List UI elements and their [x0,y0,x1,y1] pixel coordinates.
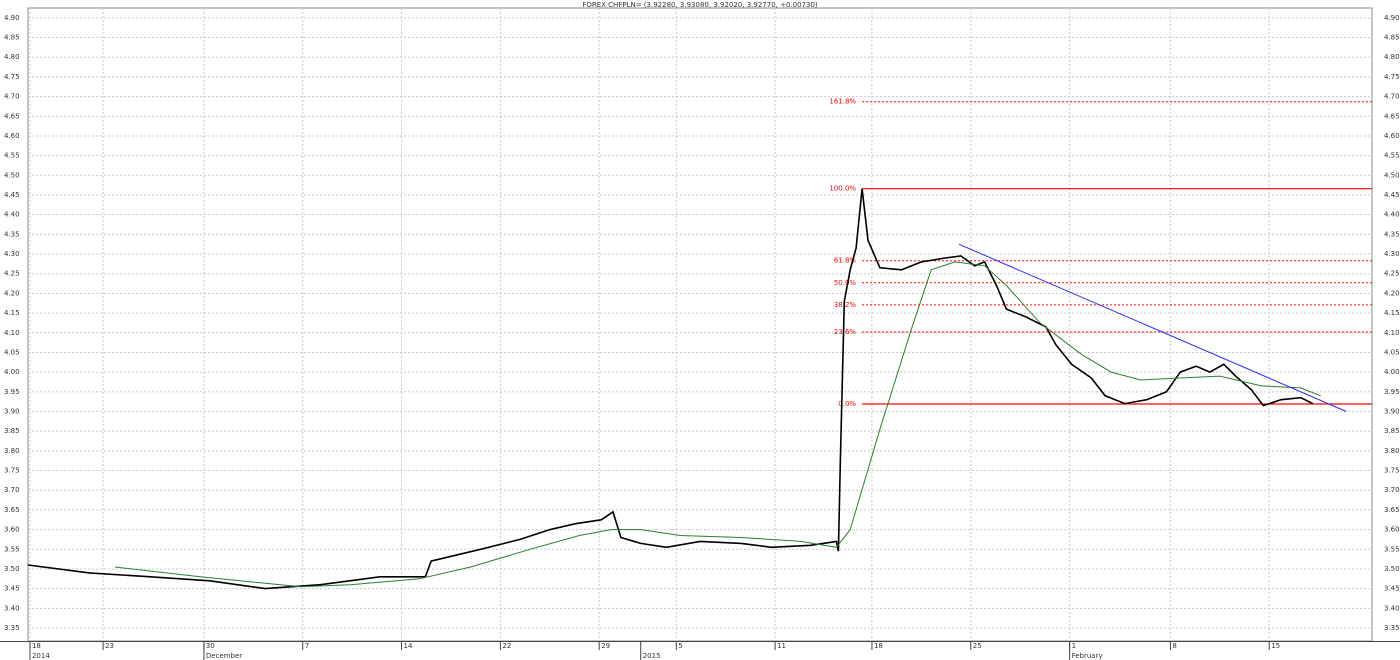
y-tick-label-right: 3.50 [1384,565,1400,573]
series-line [27,188,1314,590]
y-tick-label-right: 4.55 [1384,152,1400,160]
y-tick-label-right: 3.55 [1384,545,1400,553]
y-tick-label: 3.55 [4,545,20,553]
y-tick-label-right: 4.00 [1384,368,1400,376]
y-tick-label: 3.35 [4,624,20,632]
y-tick-label-right: 3.35 [1384,624,1400,632]
fib-label: 161.8% [829,98,856,106]
y-tick-label: 4.30 [4,250,20,258]
y-tick-label-right: 3.45 [1384,585,1400,593]
y-tick-label: 4.20 [4,289,20,297]
y-tick-label: 4.25 [4,270,20,278]
y-tick-label: 3.50 [4,565,20,573]
y-tick-label-right: 4.75 [1384,73,1400,81]
y-tick-label: 4.55 [4,152,20,160]
plot-frame [27,7,1373,642]
y-tick-label: 4.65 [4,112,20,120]
y-tick-label-right: 4.15 [1384,309,1400,317]
y-tick-label: 4.75 [4,73,20,81]
y-tick-label-right: 4.10 [1384,329,1400,337]
y-tick-label-right: 4.20 [1384,289,1400,297]
y-tick-label: 3.80 [4,447,20,455]
series-line [114,261,1321,588]
x-tick-label: 14 [404,642,413,650]
y-tick-label-right: 4.25 [1384,270,1400,278]
y-tick-label-right: 4.70 [1384,93,1400,101]
y-tick-label-right: 4.60 [1384,132,1400,140]
y-tick-label-right: 3.40 [1384,604,1400,612]
y-tick-label: 4.90 [4,14,20,22]
fib-label: 50.0% [834,279,857,287]
x-tick-label: 18 [874,642,883,650]
series-line [958,243,1347,412]
x-tick-label: 1 [1072,642,1076,650]
y-tick-label: 4.10 [4,329,20,337]
y-tick-label-right: 4.40 [1384,211,1400,219]
y-tick-label: 4.15 [4,309,20,317]
x-major-label: February [1072,652,1103,660]
y-tick-label: 4.40 [4,211,20,219]
fib-label: 23.6% [834,328,857,336]
y-tick-label-right: 3.90 [1384,407,1400,415]
y-tick-label-right: 4.80 [1384,53,1400,61]
y-tick-label-right: 3.95 [1384,388,1400,396]
x-tick-label: 30 [206,642,215,650]
x-tick-label: 18 [32,642,41,650]
y-tick-label: 3.40 [4,604,20,612]
x-tick-label: 29 [601,642,610,650]
y-tick-label: 4.45 [4,191,20,199]
y-tick-label: 4.60 [4,132,20,140]
x-tick-label: 8 [1172,642,1176,650]
x-tick-label: 25 [973,642,982,650]
y-tick-label: 3.45 [4,585,20,593]
x-tick-label: 5 [678,642,682,650]
y-tick-label: 4.70 [4,93,20,101]
y-tick-label: 4.00 [4,368,20,376]
y-tick-label: 3.60 [4,526,20,534]
x-tick-label: 22 [502,642,511,650]
y-tick-label: 3.95 [4,388,20,396]
fib-label: 38.2% [834,301,857,309]
y-tick-label-right: 3.75 [1384,467,1400,475]
y-tick-label: 3.75 [4,467,20,475]
y-tick-label-right: 3.70 [1384,486,1400,494]
y-tick-label: 4.35 [4,230,20,238]
y-tick-label-right: 4.30 [1384,250,1400,258]
y-tick-label: 4.50 [4,171,20,179]
y-tick-label: 3.65 [4,506,20,514]
x-major-label: December [206,652,242,660]
fib-label: 0.0% [838,400,856,408]
x-major-label: 2014 [32,652,50,660]
fib-label: 100.0% [829,185,856,193]
y-tick-label: 4.80 [4,53,20,61]
x-tick-label: 23 [105,642,114,650]
y-tick-label: 3.85 [4,427,20,435]
y-tick-label: 3.70 [4,486,20,494]
y-tick-label-right: 4.50 [1384,171,1400,179]
y-tick-label-right: 3.65 [1384,506,1400,514]
fib-label: 61.8% [834,257,857,265]
x-major-label: 2015 [643,652,661,660]
y-tick-label: 4.05 [4,348,20,356]
y-tick-label-right: 4.45 [1384,191,1400,199]
x-tick-label: 15 [1271,642,1280,650]
chart-title: FOREX CHFPLN= (3.92280, 3.93080, 3.92020… [582,1,818,9]
x-tick-label: 7 [305,642,309,650]
y-tick-label-right: 3.60 [1384,526,1400,534]
y-tick-label-right: 4.05 [1384,348,1400,356]
y-tick-label-right: 3.85 [1384,427,1400,435]
y-tick-label-right: 3.80 [1384,447,1400,455]
y-tick-label-right: 4.35 [1384,230,1400,238]
y-tick-label: 4.85 [4,34,20,42]
y-tick-label-right: 4.65 [1384,112,1400,120]
y-tick-label-right: 4.85 [1384,34,1400,42]
y-tick-label-right: 4.90 [1384,14,1400,22]
y-tick-label: 3.90 [4,407,20,415]
x-tick-label: 11 [777,642,786,650]
